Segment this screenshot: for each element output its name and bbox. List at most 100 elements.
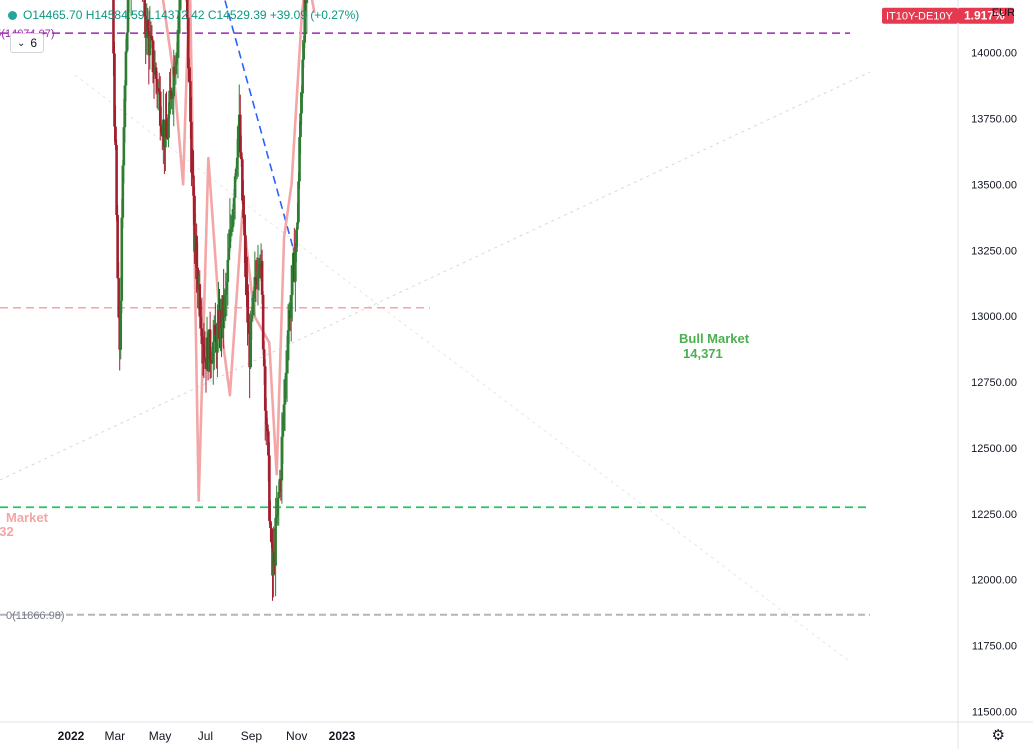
candle-body [159,125,163,133]
candle-body [216,322,219,353]
candle-body [225,282,229,291]
candle-body [113,53,116,127]
y-tick-label: 11750.00 [972,641,1017,653]
candle-body [285,360,289,373]
candle-body [260,260,264,295]
candle-body [261,294,265,350]
bull-market-label: Bull Market [679,331,750,346]
y-tick-label: 12000.00 [971,575,1017,587]
ohlc-values: O14465.70 H14584.59 L14372.42 C14529.39 … [23,8,360,22]
candle-body [208,329,212,360]
candle-body [190,121,193,173]
ohlc-readout: O14465.70 H14584.59 L14372.42 C14529.39 … [8,8,359,22]
candle-body [238,114,242,153]
candle-body [224,290,228,296]
y-tick-label: 13500.00 [971,179,1017,191]
candle-body [277,492,281,499]
candle-body [185,0,189,18]
candle-body [175,52,179,62]
candle-body [243,217,246,236]
gear-icon[interactable]: ⚙ [991,727,1005,744]
candle-body [296,222,299,230]
candle-body [178,0,182,11]
candle-body [236,126,240,158]
candle-body [154,67,158,79]
spread-series-line[interactable] [48,0,316,502]
candle-body [214,324,217,335]
candle-body [252,290,256,298]
candle-body [117,278,120,318]
candle-body [192,175,195,196]
candle-body [148,35,152,56]
candle-body [233,176,237,198]
candle-body [256,270,260,285]
candle-body [250,315,254,319]
candle-body [251,297,255,316]
y-tick-label: 13000.00 [971,311,1017,323]
candle-body [200,328,204,344]
candle-body [150,36,154,41]
candle-body [143,0,146,17]
candle-body [172,66,176,97]
candle-body [112,0,115,54]
candle-body [126,0,130,33]
candle-body [262,349,266,367]
candle-body [254,277,258,281]
candle-body [155,78,159,92]
candle-body [210,362,214,364]
candle-body [187,17,190,69]
candle-body [290,265,294,296]
candle-body [281,417,285,437]
candle-body [124,51,128,86]
candle-body [245,276,248,285]
candle-body [301,59,304,94]
candle-body [283,381,287,405]
x-tick-label: Sep [241,729,263,743]
candle-body [228,229,232,249]
spread-value-tag [958,7,1014,24]
y-tick-label: 12250.00 [971,509,1017,521]
y-tick-label: 14000.00 [971,48,1017,60]
y-tick-label: 11500.00 [972,707,1017,719]
status-dot-icon [8,10,17,20]
candle-body [121,165,125,218]
fib-diagonal-line [0,71,871,481]
candle-body [229,228,233,230]
candle-body [286,330,290,361]
candle-body [278,479,282,493]
candle-body [263,366,267,411]
candle-body [270,528,273,543]
candle-body [114,126,117,146]
y-tick-label: 13250.00 [971,245,1017,257]
candle-body [241,159,244,201]
candle-body [303,0,307,43]
candle-body [149,35,153,37]
x-tick-label: May [149,729,172,743]
candle-body [267,431,270,456]
x-tick-label: 2022 [58,729,85,743]
x-tick-label: Mar [104,729,125,743]
y-tick-label: 13750.00 [971,113,1017,125]
candle-body [176,29,180,53]
candle-body [116,214,119,279]
candle-body [146,20,150,31]
dax-candles[interactable] [47,0,315,601]
candle-body [240,152,243,160]
candle-body [158,91,162,126]
indicators-toggle-button[interactable]: ⌄ 6 [10,33,44,53]
y-tick-label: 12750.00 [971,377,1017,389]
bear-market-value: 13,032 [0,524,14,539]
candle-body [123,85,127,128]
candle-body [274,517,277,566]
candle-body [280,436,284,481]
candle-body [299,113,302,138]
candle-body [276,498,280,515]
candle-body [177,10,181,30]
spread-value-label: 1.917% [964,9,1005,23]
candle-body [297,181,300,223]
candle-body [275,514,278,518]
downtrend-line[interactable] [73,0,295,251]
candle-body [223,295,226,318]
currency-label[interactable]: EUR [991,7,1015,19]
